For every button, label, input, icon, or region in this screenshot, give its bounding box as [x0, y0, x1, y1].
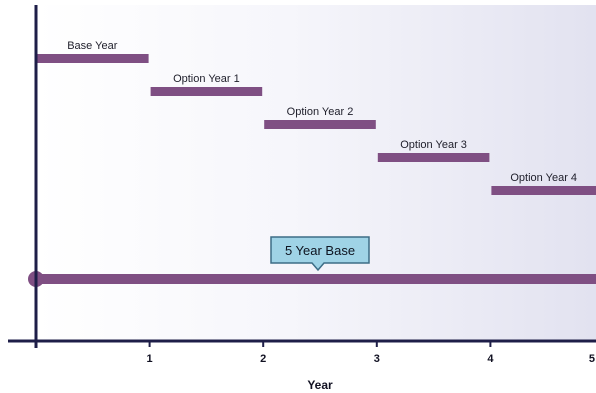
period-label: Option Year 1 — [173, 73, 240, 85]
callout-text: 5 Year Base — [285, 243, 355, 258]
x-tick-label: 5 — [589, 353, 595, 365]
x-tick-label: 3 — [374, 353, 380, 365]
x-axis-title: Year — [307, 378, 333, 392]
period-bar — [150, 87, 263, 96]
base-span-bar — [36, 274, 596, 284]
period-bar — [264, 120, 376, 129]
period-bar — [36, 54, 149, 63]
callout: 5 Year Base — [270, 236, 370, 272]
x-tick-label: 1 — [147, 353, 153, 365]
period-bar — [491, 186, 596, 195]
callout-box — [270, 236, 370, 272]
x-tick-label: 4 — [487, 353, 494, 365]
period-label: Option Year 3 — [400, 139, 467, 151]
base-span — [28, 271, 596, 287]
period-label: Option Year 4 — [510, 172, 577, 184]
period-bar — [377, 153, 490, 162]
period-label: Base Year — [67, 40, 117, 52]
period-label: Option Year 2 — [287, 106, 354, 118]
x-axis-ticks: 1 2 3 4 5 — [147, 341, 595, 365]
period-bars: Base Year Option Year 1 Option Year 2 Optio… — [36, 40, 596, 195]
x-tick-label: 2 — [260, 353, 266, 365]
